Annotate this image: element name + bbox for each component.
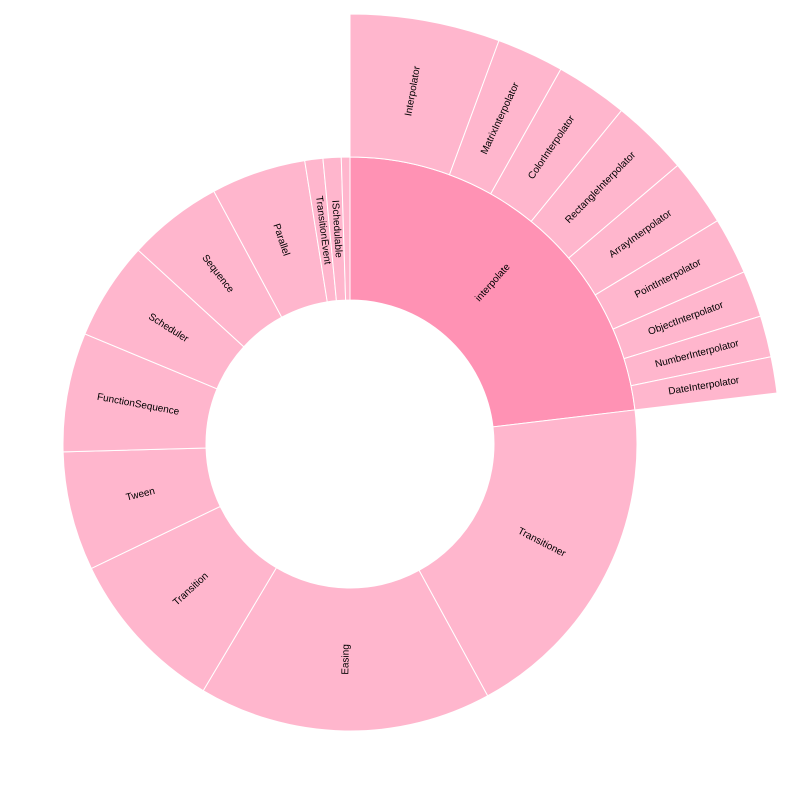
outer-ring	[349, 13, 778, 411]
label-ischedulable: ISchedulable	[329, 200, 344, 259]
label-easing: Easing	[340, 644, 352, 675]
segment-transitioner[interactable]	[418, 409, 638, 697]
segment-date-interpolator[interactable]	[630, 356, 778, 411]
segment-easing[interactable]	[202, 567, 489, 732]
inner-ring	[62, 156, 638, 732]
segment-unlabeled-11[interactable]	[340, 156, 351, 301]
